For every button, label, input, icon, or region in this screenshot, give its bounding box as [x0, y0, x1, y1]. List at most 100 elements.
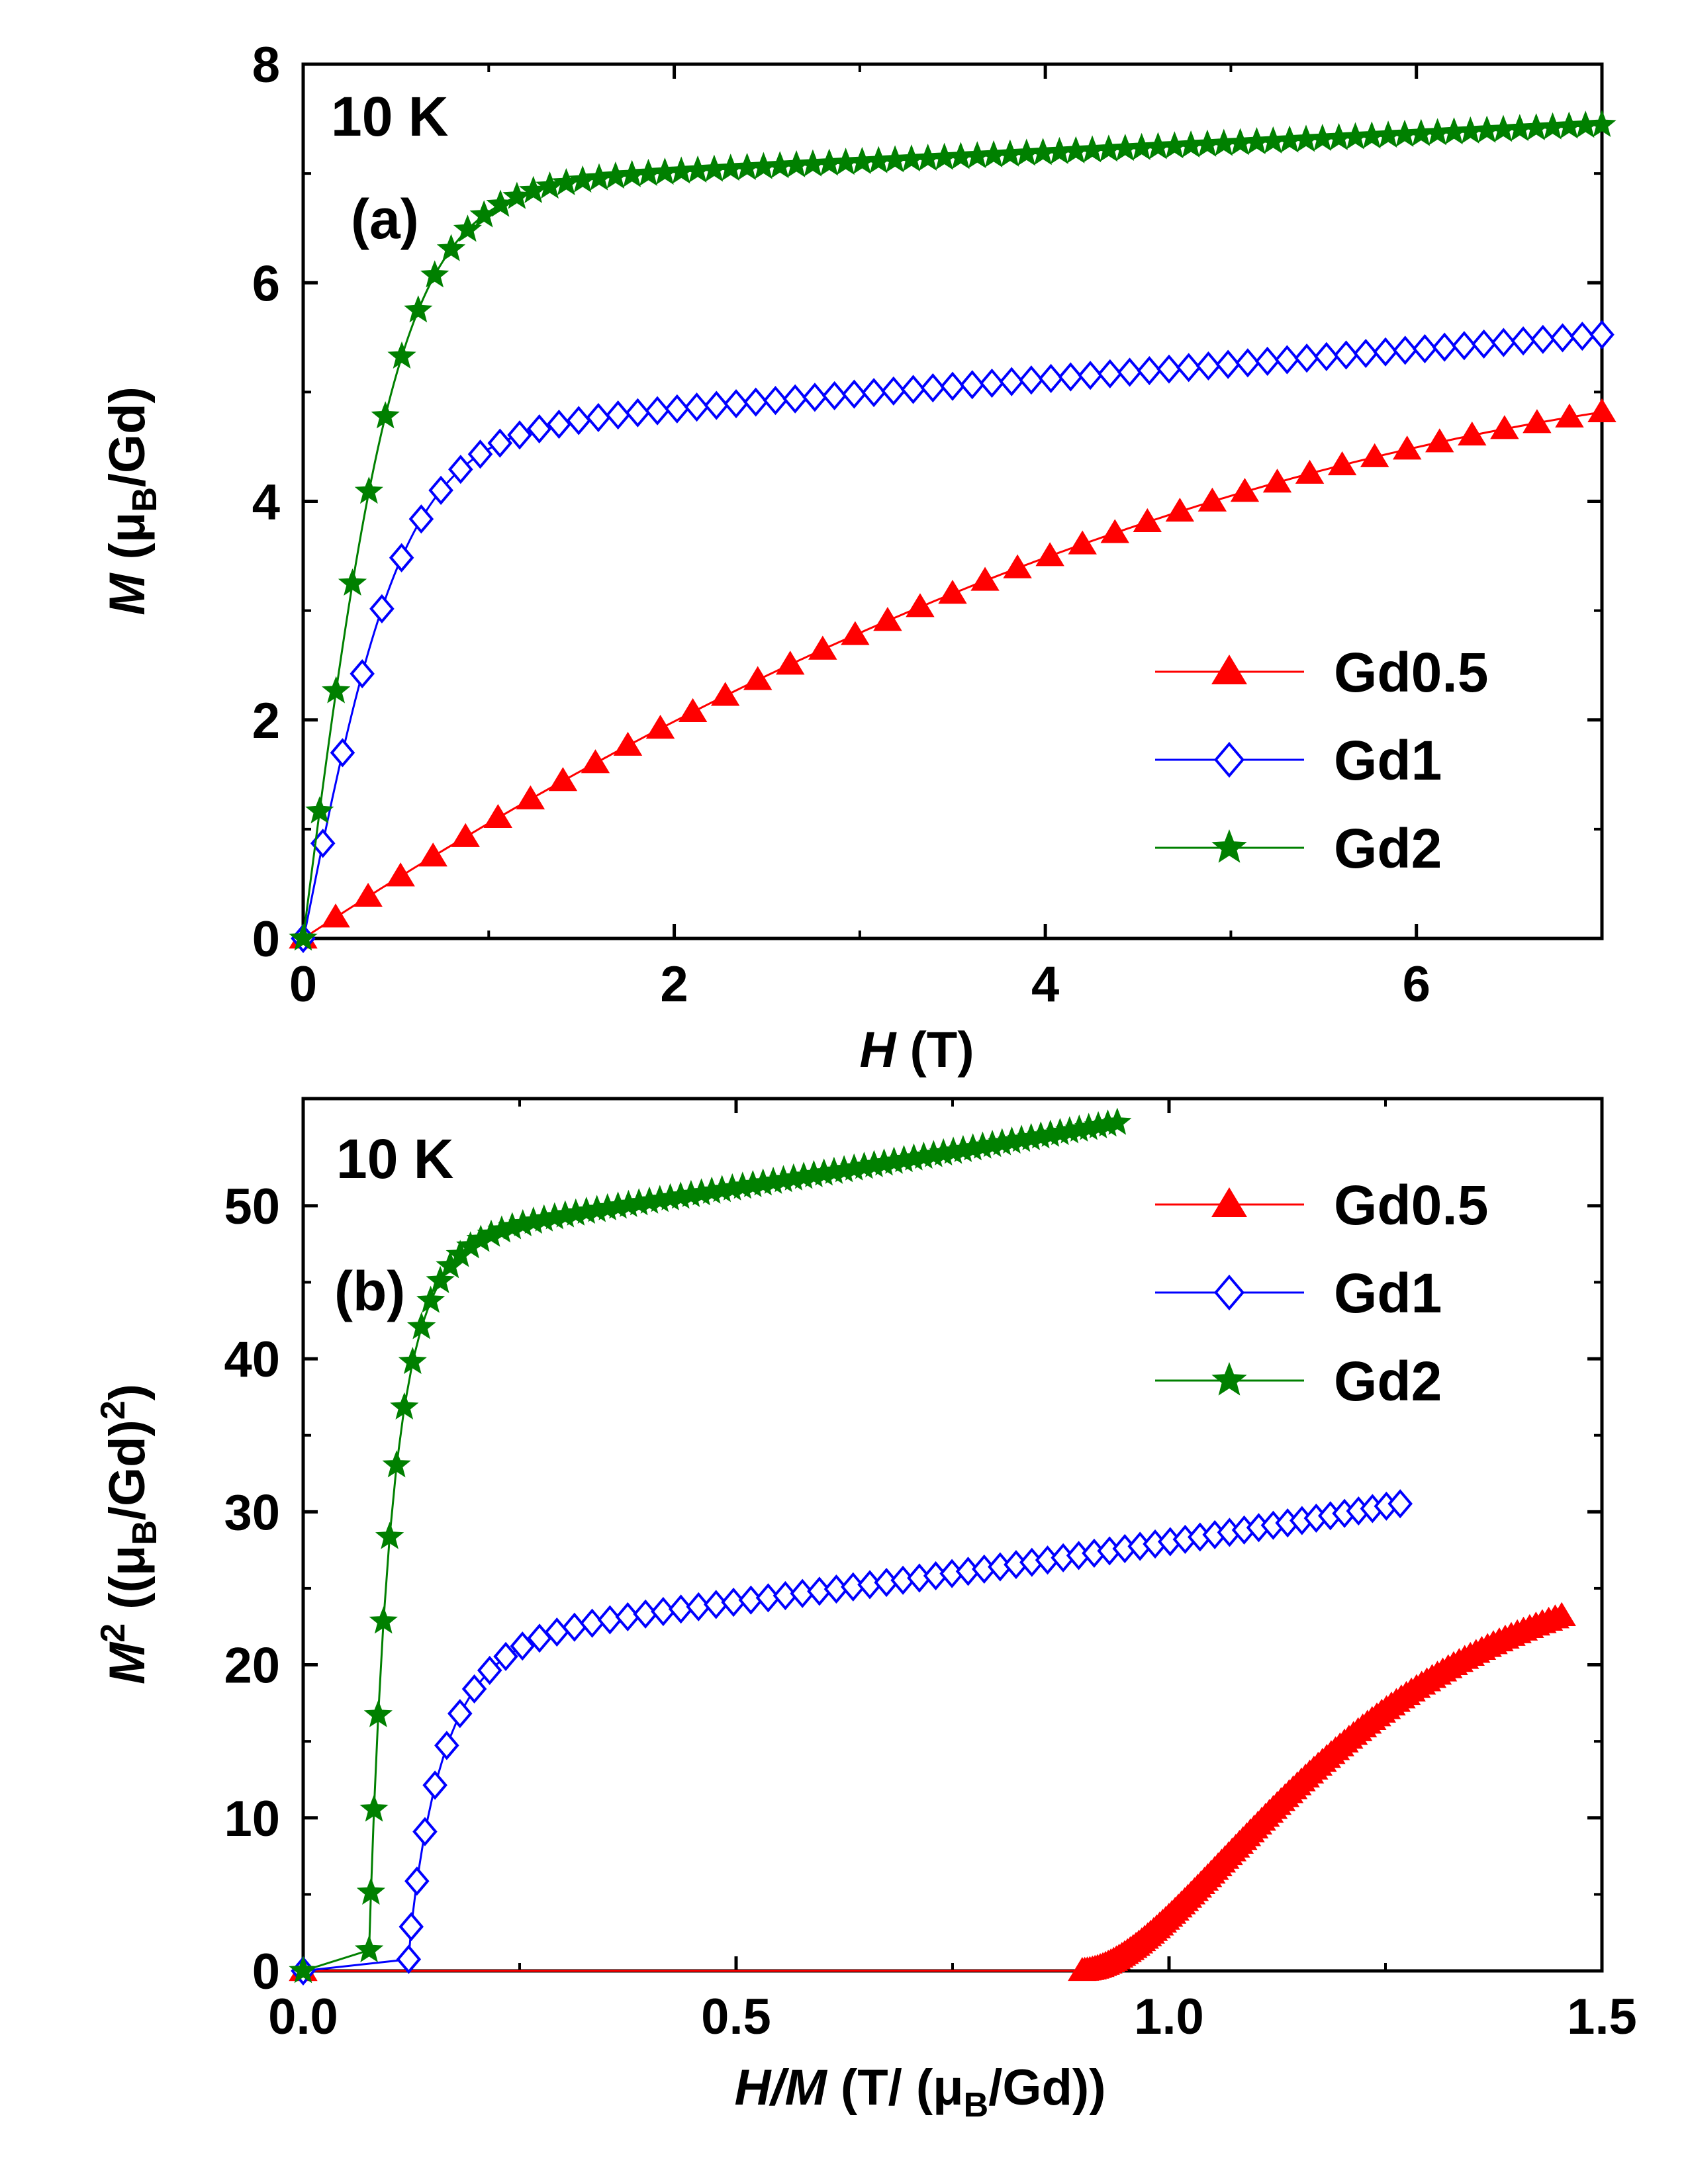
- panel-a-point-Gd0.5: [1458, 421, 1487, 446]
- panel-b-point-Gd2: [382, 1450, 411, 1478]
- panel-a-point-Gd1: [586, 402, 611, 433]
- panel-a-point-Gd1: [940, 371, 965, 401]
- panel-a-point-Gd0.5: [1392, 435, 1422, 460]
- panel-a-point-Gd1: [999, 367, 1024, 396]
- panel-a-point-Gd0.5: [386, 862, 415, 887]
- panel-a-point-Gd2: [322, 676, 351, 704]
- panel-a-x-tick-label: 2: [660, 956, 688, 1013]
- panel-b-point-Gd1: [562, 1612, 587, 1642]
- panel-a-point-Gd0.5: [1230, 478, 1260, 502]
- panel-a-point-Gd1: [763, 386, 788, 416]
- panel-a-point-Gd0.5: [613, 731, 643, 756]
- panel-a-point-Gd1: [1078, 361, 1103, 390]
- panel-a-point-Gd1: [1353, 338, 1379, 369]
- panel-b-point-Gd2: [436, 1251, 465, 1279]
- panel-b-ylabel-unit-pre: ((μ: [99, 1545, 156, 1623]
- panel-a-point-Gd1: [1254, 346, 1280, 376]
- panel-b-legend-marker-Gd1: [1213, 1274, 1245, 1311]
- panel-b-series: [289, 1107, 1576, 1986]
- panel-a-point-Gd1: [1452, 331, 1477, 361]
- panel-b-xlabel-sub: B: [964, 2086, 989, 2124]
- panel-a-point-Gd0.5: [776, 651, 805, 675]
- panel-b-point-Gd1: [579, 1608, 605, 1638]
- panel-b-ylabel-unit-post: /Gd): [99, 1420, 156, 1520]
- panel-a-point-Gd0.5: [841, 621, 870, 645]
- panel-b-point-Gd2: [407, 1312, 436, 1340]
- panel-a-point-Gd1: [1038, 363, 1064, 393]
- panel-b-y-tick-label: 40: [224, 1332, 280, 1388]
- panel-a-point-Gd1: [1176, 353, 1201, 383]
- panel-a-point-Gd1: [841, 379, 867, 409]
- panel-a-point-Gd1: [821, 381, 847, 411]
- panel-a-x-tick-label: 4: [1031, 956, 1059, 1013]
- panel-a-point-Gd1: [920, 373, 946, 403]
- panel-b-x-tick-label: 1.0: [1134, 1989, 1204, 2045]
- panel-a-point-Gd0.5: [1555, 403, 1584, 428]
- panel-b-ylabel-sub: B: [126, 1520, 164, 1545]
- panel-a-point-Gd1: [1589, 320, 1615, 349]
- panel-a-legend-marker-Gd2: [1211, 829, 1247, 863]
- panel-a-point-Gd1: [1392, 336, 1418, 365]
- panel-a-point-Gd2: [404, 295, 433, 323]
- panel-b-x-tick-label: 0.5: [701, 1989, 771, 2045]
- panel-a-legend-label-Gd2: Gd2: [1334, 817, 1442, 880]
- panel-a-temperature-label: 10 K: [331, 85, 448, 148]
- panel-b-point-Gd2: [398, 1347, 427, 1375]
- panel-a-point-Gd0.5: [1133, 508, 1162, 533]
- panel-a-ylabel-unit-pre: (μ: [99, 512, 156, 574]
- panel-a-point-Gd1: [1058, 362, 1084, 392]
- panel-a-point-Gd1: [1117, 357, 1143, 387]
- panel-a-point-Gd1: [861, 378, 886, 408]
- panel-b-legend-label-Gd0.5: Gd0.5: [1334, 1174, 1488, 1236]
- panel-a-point-Gd2: [436, 234, 466, 261]
- panel-a-point-Gd0.5: [548, 767, 578, 792]
- panel-a-point-Gd1: [645, 396, 670, 426]
- panel-a-x-axis-title: H (T): [859, 1022, 974, 1078]
- panel-a-x-tick-label: 0: [289, 956, 317, 1013]
- panel-a-label: (a): [351, 188, 419, 250]
- panel-a-point-Gd1: [1570, 321, 1595, 351]
- panel-b-point-Gd2: [390, 1392, 419, 1420]
- panel-a-legend-marker-Gd0.5: [1211, 655, 1247, 684]
- panel-a-point-Gd0.5: [1587, 398, 1617, 423]
- panel-a-point-Gd1: [605, 400, 631, 430]
- panel-a-point-Gd2: [453, 214, 482, 242]
- panel-a-point-Gd2: [420, 260, 449, 288]
- panel-a: 0 2 4 6 0 2 4 6 8 10 K (a) M (μB/Gd) H (T) Gd0.5…: [99, 37, 1617, 1078]
- panel-b-legend: Gd0.5 Gd1 Gd2: [1155, 1174, 1488, 1412]
- panel-a-y-axis-title: M (μB/Gd): [99, 387, 164, 615]
- panel-b-point-Gd2: [375, 1522, 404, 1549]
- panel-a-point-Gd0.5: [353, 882, 383, 907]
- panel-a-legend-label-Gd1: Gd1: [1334, 729, 1442, 792]
- panel-a-point-Gd1: [566, 406, 591, 435]
- panel-a-ticks: 0 2 4 6 0 2 4 6 8: [252, 37, 1602, 1013]
- panel-b-xlabel-unit-pre: (T/ (μ: [827, 2060, 964, 2116]
- panel-b-ylabel-var: M: [99, 1641, 156, 1684]
- panel-a-point-Gd2: [1587, 109, 1617, 138]
- panel-a-ylabel-sub: B: [126, 487, 164, 512]
- panel-a-point-Gd1: [408, 504, 434, 534]
- panel-b-temperature-label: 10 K: [336, 1128, 453, 1190]
- panel-a-point-Gd0.5: [418, 842, 447, 867]
- panel-a-point-Gd0.5: [1003, 554, 1032, 578]
- panel-a-point-Gd1: [1156, 354, 1182, 384]
- panel-b-line-Gd1: [303, 1502, 1401, 1972]
- panel-a-y-tick-label: 2: [252, 693, 280, 749]
- panel-b-legend-label-Gd2: Gd2: [1334, 1350, 1442, 1412]
- panel-a-point-Gd2: [519, 175, 548, 203]
- panel-a-point-Gd0.5: [938, 580, 967, 604]
- panel-a-y-tick-label: 6: [252, 255, 280, 312]
- panel-a-point-Gd0.5: [1068, 530, 1097, 555]
- panel-a-legend-marker-Gd1: [1213, 741, 1245, 778]
- panel-a-point-Gd1: [782, 384, 808, 414]
- panel-a-point-Gd1: [369, 594, 395, 623]
- panel-a-point-Gd1: [448, 455, 473, 484]
- panel-a-point-Gd1: [1333, 340, 1359, 370]
- panel-a-x-tick-label: 6: [1403, 956, 1430, 1013]
- panel-a-point-Gd1: [684, 392, 710, 422]
- panel-b-point-Gd1: [510, 1631, 535, 1661]
- panel-a-point-Gd2: [354, 477, 383, 504]
- panel-a-xlabel-unit: (T): [896, 1022, 974, 1078]
- panel-a-point-Gd1: [1491, 328, 1517, 357]
